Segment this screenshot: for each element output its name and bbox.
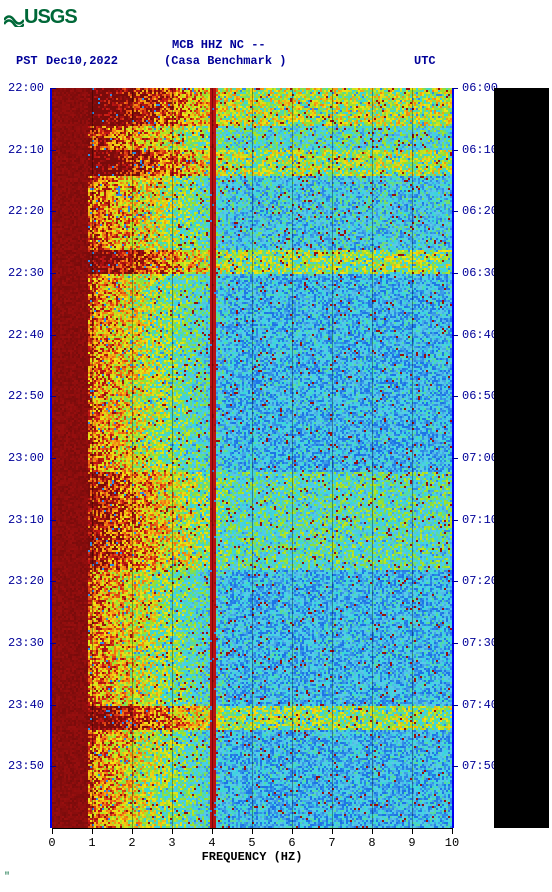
x-tick-label: 2 [128,836,135,850]
location-title: (Casa Benchmark ) [164,54,286,68]
x-axis-title: FREQUENCY (HZ) [52,850,452,864]
usgs-wave-icon [4,9,24,27]
right-time-tick: 06:30 [462,267,498,279]
left-time-tick: 22:00 [8,82,44,94]
right-time-tick: 06:50 [462,390,498,402]
usgs-text: USGS [24,6,77,29]
left-time-tick: 23:00 [8,452,44,464]
x-tick-label: 8 [368,836,375,850]
left-time-tick: 22:30 [8,267,44,279]
right-time-tick: 06:00 [462,82,498,94]
x-tick-label: 1 [88,836,95,850]
right-time-tick: 06:10 [462,144,498,156]
left-time-tick: 23:10 [8,514,44,526]
x-tick-label: 6 [288,836,295,850]
left-time-tick: 23:30 [8,637,44,649]
foot-mark: " [4,872,10,883]
right-time-tick: 07:00 [462,452,498,464]
x-tick-label: 9 [408,836,415,850]
station-title: MCB HHZ NC -- [172,38,266,52]
spectrogram-plot [52,88,452,848]
x-tick-label: 7 [328,836,335,850]
left-time-tick: 22:40 [8,329,44,341]
x-axis: 012345678910 FREQUENCY (HZ) [52,828,452,868]
x-tick-label: 10 [445,836,459,850]
right-time-tick: 07:30 [462,637,498,649]
left-timezone-label: PST [16,54,38,68]
right-timezone-label: UTC [414,54,436,68]
right-time-tick: 07:20 [462,575,498,587]
left-time-tick: 22:20 [8,205,44,217]
x-tick-label: 5 [248,836,255,850]
left-time-tick: 22:50 [8,390,44,402]
right-time-tick: 06:40 [462,329,498,341]
right-time-tick: 06:20 [462,205,498,217]
right-time-tick: 07:40 [462,699,498,711]
x-tick-label: 4 [208,836,215,850]
colorbar-strip [494,88,549,828]
date-label: Dec10,2022 [46,54,118,68]
usgs-logo: USGS [4,6,77,29]
right-time-tick: 07:50 [462,760,498,772]
left-time-tick: 23:20 [8,575,44,587]
right-time-tick: 07:10 [462,514,498,526]
left-time-tick: 23:50 [8,760,44,772]
left-time-tick: 23:40 [8,699,44,711]
x-tick-label: 3 [168,836,175,850]
left-time-tick: 22:10 [8,144,44,156]
x-tick-label: 0 [48,836,55,850]
